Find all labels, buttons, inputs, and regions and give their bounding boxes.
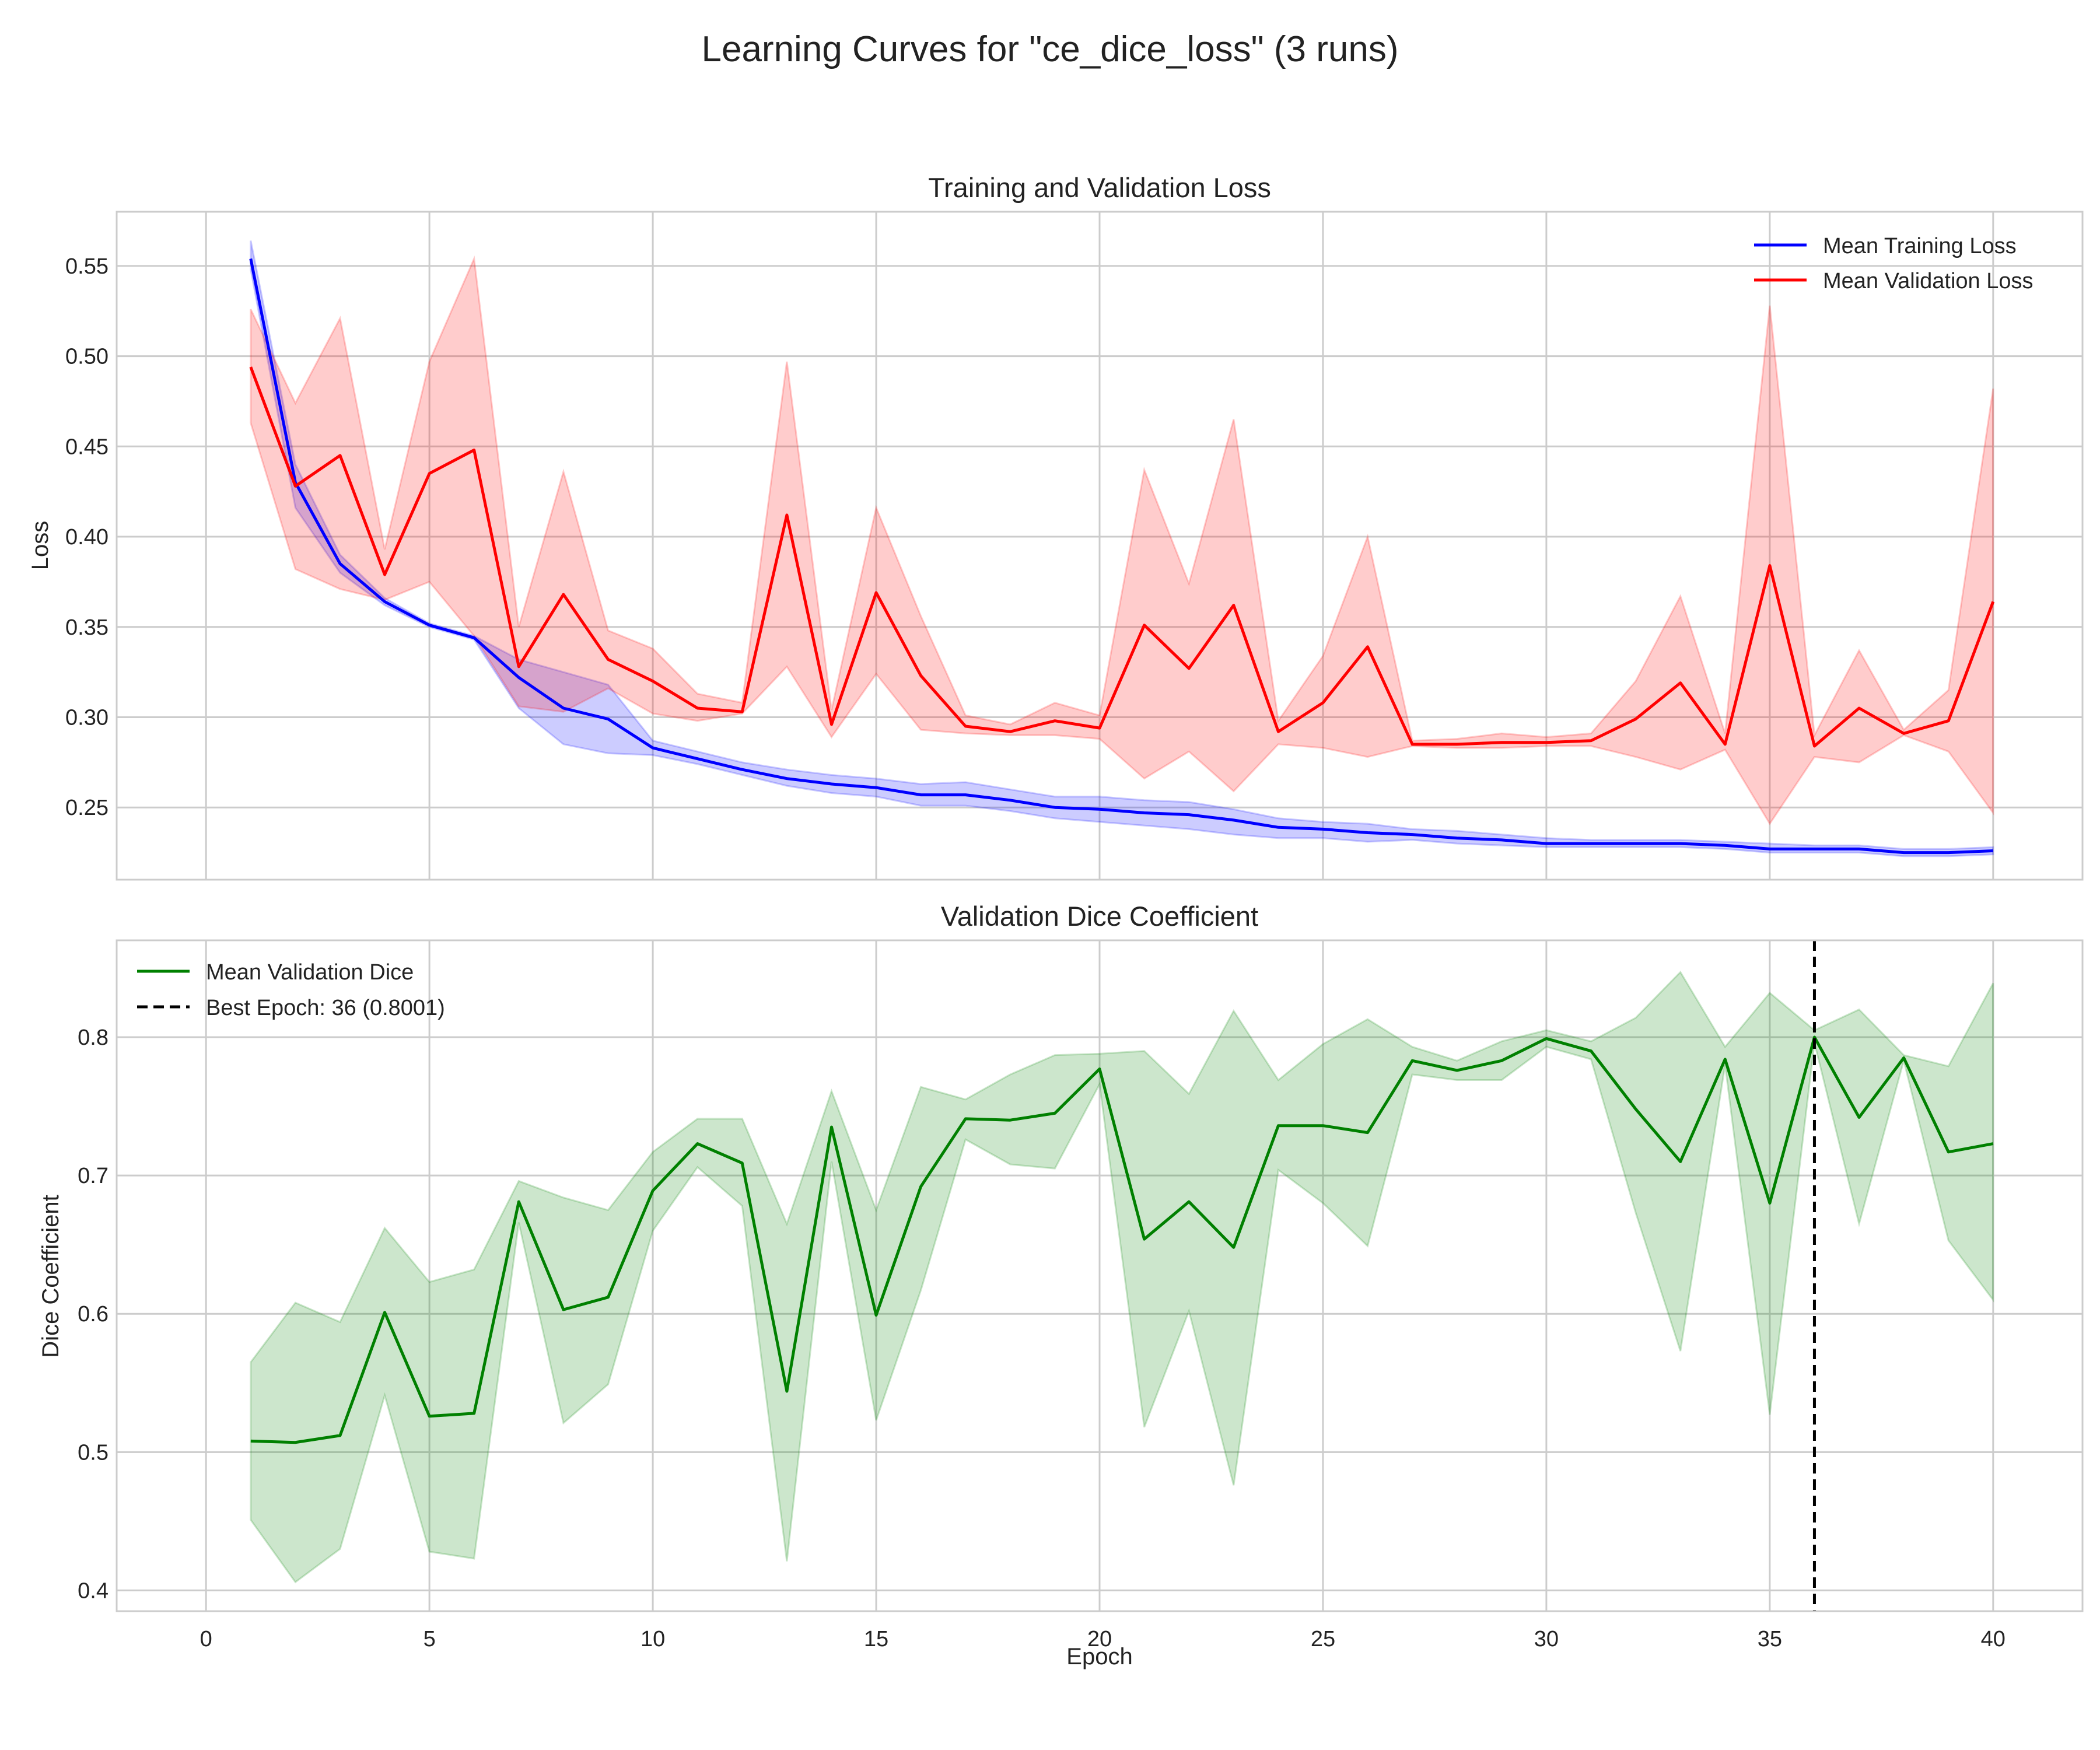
dice-x-tick-label: 40	[1981, 1627, 2006, 1651]
dice-std-bands	[250, 971, 1994, 1584]
dice-series-lines	[250, 940, 1994, 1611]
loss-band-series-0	[250, 240, 1994, 858]
legend-label-training-loss: Mean Training Loss	[1823, 234, 2017, 258]
dice-x-tick-label: 5	[424, 1627, 436, 1651]
dice-x-tick-label: 0	[200, 1627, 212, 1651]
legend-label-best-epoch: Best Epoch: 36 (0.8001)	[206, 996, 445, 1020]
dice-axes-frame	[116, 939, 2084, 1612]
dice-x-tick-label: 35	[1758, 1627, 1782, 1651]
dice-y-tick-label: 0.6	[78, 1302, 108, 1326]
dice-line-series-0	[250, 1035, 1994, 1444]
loss-legend: Mean Training Loss Mean Validation Loss	[1754, 234, 2034, 293]
dice-x-tick-label: 25	[1311, 1627, 1335, 1651]
dice-band-series-0	[250, 971, 1994, 1584]
loss-series-lines	[249, 258, 1995, 855]
figure-suptitle: Learning Curves for "ce_dice_loss" (3 ru…	[701, 29, 1398, 69]
dice-x-axis-label: Epoch	[1066, 1644, 1132, 1670]
dice-axes-title: Validation Dice Coefficient	[941, 901, 1258, 932]
loss-tick-labels: 0.25 0.30 0.35 0.40 0.45 0.50 0.55	[65, 254, 108, 820]
loss-line-series-0	[249, 258, 1993, 855]
dice-y-tick-label: 0.4	[78, 1578, 108, 1603]
loss-y-axis-label: Loss	[27, 521, 53, 570]
dice-axes: Validation Dice Coefficient Dice Coeffic…	[38, 901, 2084, 1670]
dice-y-tick-label: 0.8	[78, 1026, 108, 1050]
loss-line-series-1	[249, 366, 1995, 748]
dice-y-tick-label: 0.5	[78, 1440, 108, 1465]
loss-y-tick-label: 0.45	[65, 435, 108, 459]
loss-axes-frame	[116, 211, 2084, 881]
dice-x-tick-label: 10	[640, 1627, 665, 1651]
dice-tick-labels: 0 5 10 15 20 25 30 35 40 0.4 0.5 0.6 0.7 0.8	[78, 1026, 2006, 1651]
legend-label-validation-loss: Mean Validation Loss	[1823, 269, 2034, 293]
legend-label-validation-dice: Mean Validation Dice	[206, 960, 414, 985]
dice-x-tick-label: 20	[1087, 1627, 1112, 1651]
dice-x-tick-label: 15	[864, 1627, 888, 1651]
dice-gridlines	[117, 940, 2082, 1611]
loss-y-tick-label: 0.55	[65, 254, 108, 279]
loss-std-bands	[250, 240, 1994, 858]
dice-y-tick-label: 0.7	[78, 1164, 108, 1188]
dice-y-axis-label: Dice Coefficient	[38, 1195, 64, 1357]
loss-axes: Training and Validation Loss Loss 0.250.…	[27, 172, 2084, 881]
loss-gridlines	[117, 212, 2082, 880]
loss-axes-title: Training and Validation Loss	[928, 172, 1271, 203]
dice-legend: Mean Validation Dice Best Epoch: 36 (0.8…	[137, 960, 445, 1020]
loss-y-tick-label: 0.40	[65, 525, 108, 550]
loss-band-series-1	[250, 255, 1994, 825]
loss-y-tick-label: 0.35	[65, 615, 108, 640]
dice-x-tick-label: 30	[1534, 1627, 1559, 1651]
loss-y-tick-label: 0.25	[65, 796, 108, 820]
loss-y-tick-label: 0.50	[65, 345, 108, 369]
loss-y-tick-label: 0.30	[65, 705, 108, 730]
